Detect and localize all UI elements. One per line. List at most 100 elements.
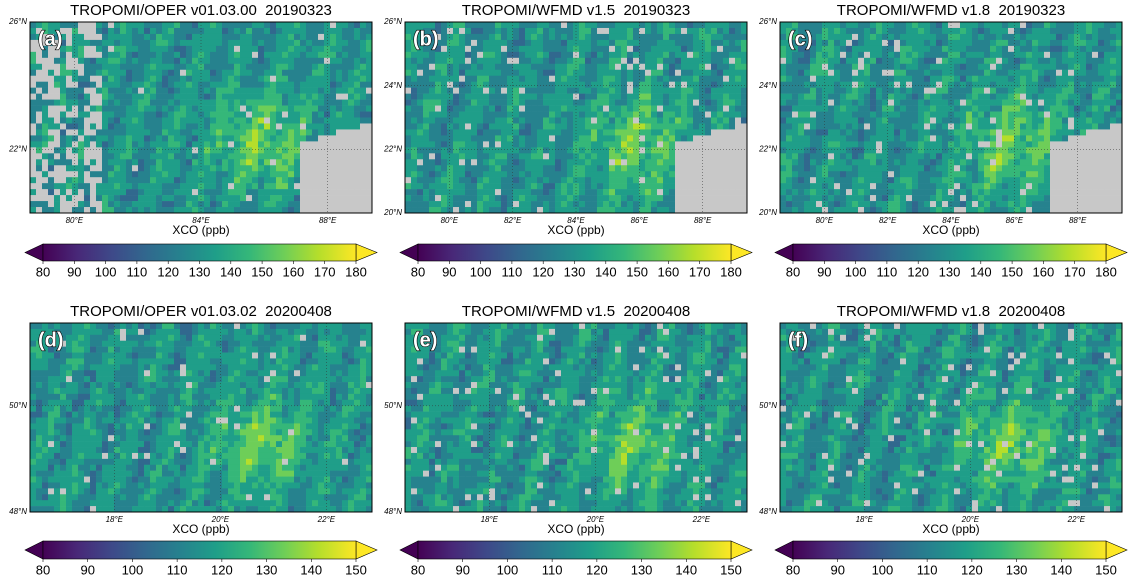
pixel xyxy=(609,111,616,118)
pixel xyxy=(138,57,145,65)
pixel xyxy=(186,63,193,71)
pixel xyxy=(411,81,418,88)
pixel xyxy=(318,45,325,53)
pixel xyxy=(210,93,217,100)
pixel xyxy=(348,123,355,130)
pixel xyxy=(489,111,496,118)
pixel xyxy=(108,123,115,130)
lon-label: 82°E xyxy=(504,216,522,225)
pixel xyxy=(501,201,508,208)
pixel xyxy=(864,22,871,29)
pixel xyxy=(804,99,811,106)
pixel xyxy=(144,33,151,41)
pixel xyxy=(306,81,313,88)
pixel xyxy=(411,135,418,142)
pixel xyxy=(966,177,973,184)
pixel xyxy=(513,75,520,82)
pixel xyxy=(900,57,907,65)
pixel xyxy=(741,93,748,100)
pixel xyxy=(705,135,712,142)
pixel xyxy=(681,75,688,82)
pixel xyxy=(48,117,55,124)
pixel xyxy=(252,201,259,208)
pixel xyxy=(846,141,853,148)
pixel xyxy=(114,165,121,172)
pixel xyxy=(300,183,307,190)
pixel xyxy=(930,45,937,53)
pixel xyxy=(234,153,241,160)
pixel xyxy=(900,87,907,94)
pixel xyxy=(453,51,460,59)
pixel xyxy=(264,99,271,106)
pixel xyxy=(324,27,331,35)
pixel xyxy=(441,159,448,166)
pixel xyxy=(447,165,454,172)
pixel xyxy=(810,135,817,142)
pixel xyxy=(216,201,223,208)
pixel xyxy=(840,63,847,71)
pixel xyxy=(840,75,847,82)
pixel xyxy=(978,93,985,100)
pixel xyxy=(288,51,295,59)
pixel xyxy=(942,75,949,82)
pixel xyxy=(423,147,430,154)
pixel xyxy=(90,105,97,112)
pixel xyxy=(489,129,496,136)
pixel xyxy=(501,171,508,178)
pixel xyxy=(108,39,115,47)
pixel xyxy=(681,171,688,178)
pixel xyxy=(840,153,847,160)
pixel xyxy=(294,22,301,29)
pixel xyxy=(942,22,949,29)
pixel xyxy=(354,207,361,214)
pixel xyxy=(42,135,49,142)
pixel xyxy=(603,171,610,178)
pixel xyxy=(966,141,973,148)
pixel xyxy=(324,129,331,136)
pixel xyxy=(531,147,538,154)
pixel xyxy=(36,159,43,166)
pixel xyxy=(42,123,49,130)
pixel xyxy=(300,207,307,214)
pixel xyxy=(543,105,550,112)
pixel xyxy=(864,93,871,100)
pixel xyxy=(300,177,307,184)
pixel xyxy=(834,141,841,148)
pixel xyxy=(711,123,718,130)
pixel xyxy=(936,135,943,142)
pixel xyxy=(501,207,508,214)
pixel xyxy=(573,87,580,94)
pixel xyxy=(567,123,574,130)
pixel xyxy=(300,51,307,59)
pixel xyxy=(312,183,319,190)
pixel xyxy=(729,165,736,172)
pixel xyxy=(192,135,199,142)
pixel xyxy=(60,123,67,130)
pixel xyxy=(894,117,901,124)
pixel xyxy=(252,87,259,94)
pixel xyxy=(276,135,283,142)
pixel xyxy=(876,123,883,130)
pixel xyxy=(972,117,979,124)
pixel xyxy=(216,39,223,47)
pixel xyxy=(435,57,442,65)
pixel xyxy=(723,207,730,214)
pixel xyxy=(198,51,205,59)
pixel xyxy=(174,99,181,106)
pixel xyxy=(120,129,127,136)
pixel xyxy=(294,39,301,47)
pixel xyxy=(609,105,616,112)
pixel xyxy=(162,189,169,196)
pixel xyxy=(639,159,646,166)
pixel xyxy=(525,201,532,208)
pixel xyxy=(186,39,193,47)
pixel xyxy=(798,33,805,41)
pixel xyxy=(447,183,454,190)
pixel xyxy=(429,147,436,154)
pixel xyxy=(888,129,895,136)
pixel xyxy=(42,117,49,124)
pixel xyxy=(270,153,277,160)
pixel xyxy=(300,135,307,142)
pixel xyxy=(180,111,187,118)
pixel xyxy=(96,111,103,118)
